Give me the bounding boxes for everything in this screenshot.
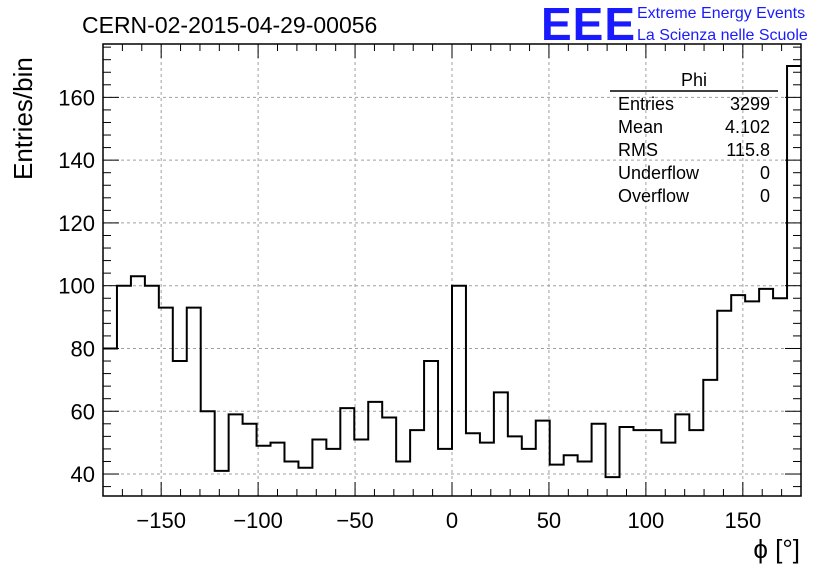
stats-rows: Entries 3299 Mean 4.102 RMS 115.8 Underflow 0 Ov… <box>618 94 770 206</box>
y-tick-label: 160 <box>58 85 95 110</box>
x-tick-label: −100 <box>233 508 283 533</box>
stats-label: Overflow <box>618 186 690 206</box>
stats-label: Mean <box>618 117 663 137</box>
stats-value: 0 <box>760 163 770 183</box>
x-tick-label: 0 <box>446 508 458 533</box>
stats-value: 115.8 <box>726 140 770 160</box>
stats-title: Phi <box>681 70 707 90</box>
stats-value: 3299 <box>730 94 770 114</box>
logo-line-2: La Scienza nelle Scuole <box>637 27 808 44</box>
tick-labels: −150 −100 −50 0 50 100 150 40 60 80 100 120 140 160 <box>58 85 761 533</box>
x-tick-label: 50 <box>537 508 561 533</box>
stats-label: RMS <box>618 140 658 160</box>
logo-mark: EEE <box>541 0 636 50</box>
stats-value: 4.102 <box>725 117 770 137</box>
logo-line-1: Extreme Energy Events <box>637 5 805 22</box>
stats-value: 0 <box>760 186 770 206</box>
y-tick-label: 40 <box>71 462 95 487</box>
plot-frame <box>102 43 802 497</box>
x-tick-label: −50 <box>336 508 373 533</box>
stats-label: Underflow <box>618 163 700 183</box>
y-tick-label: 60 <box>71 399 95 424</box>
x-tick-label: 100 <box>628 508 665 533</box>
y-tick-label: 100 <box>58 274 95 299</box>
stats-label: Entries <box>618 94 674 114</box>
stats-box: Phi Entries 3299 Mean 4.102 RMS 115.8 Underflo… <box>610 70 778 206</box>
y-axis-label: Entries/bin <box>8 57 38 180</box>
x-tick-label: −150 <box>136 508 186 533</box>
chart-title: CERN-02-2015-04-29-00056 <box>82 12 377 38</box>
histogram-series-line <box>103 64 801 479</box>
x-tick-label: 150 <box>724 508 761 533</box>
y-tick-label: 120 <box>58 211 95 236</box>
eee-logo: EEE Extreme Energy Events La Scienza nel… <box>541 0 808 50</box>
axis-ticks <box>103 44 801 496</box>
y-tick-label: 140 <box>58 148 95 173</box>
x-axis-label: ϕ [°] <box>753 534 800 564</box>
y-tick-label: 80 <box>71 336 95 361</box>
